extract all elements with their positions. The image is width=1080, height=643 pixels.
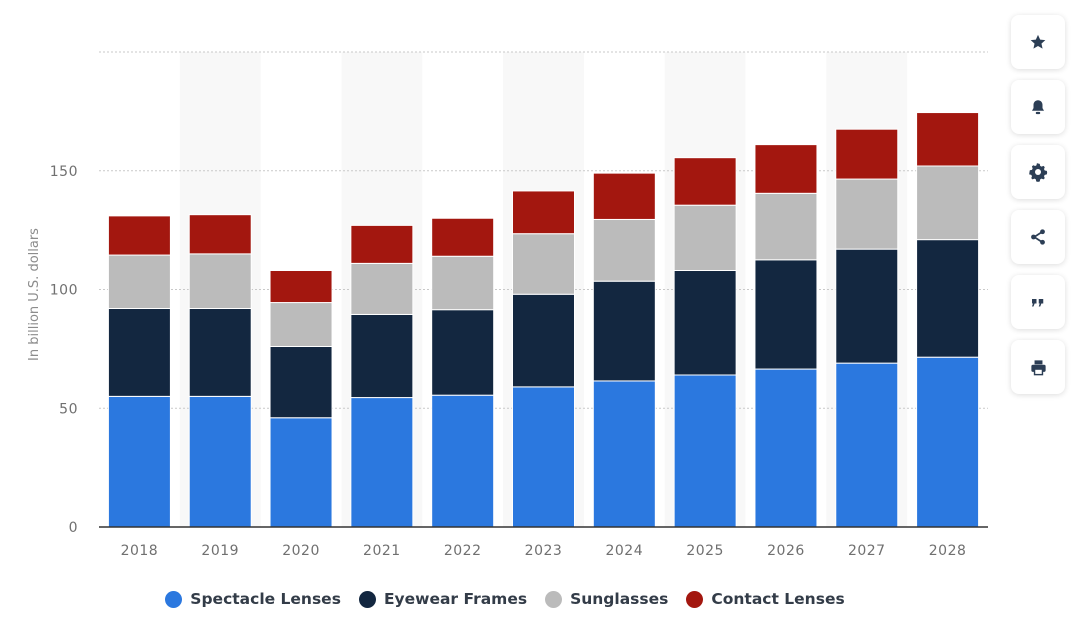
bar-segment-sunglasses[interactable] xyxy=(107,254,171,309)
bar-segment-eyewear-frames[interactable] xyxy=(188,308,252,397)
bar-segment-contact-lenses[interactable] xyxy=(916,112,980,167)
print-icon xyxy=(1030,359,1046,375)
bar-segment-eyewear-frames[interactable] xyxy=(512,293,575,388)
bar-segment-eyewear-frames[interactable] xyxy=(835,248,899,364)
x-tick-label: 2022 xyxy=(444,543,482,559)
bar-segment-eyewear-frames[interactable] xyxy=(269,346,333,419)
y-tick-label: 150 xyxy=(50,164,78,180)
legend-swatch xyxy=(545,590,563,608)
bar-segment-spectacle-lenses[interactable] xyxy=(350,397,414,528)
settings-button[interactable] xyxy=(1011,145,1065,199)
x-tick-label: 2028 xyxy=(929,543,967,559)
y-tick-label: 50 xyxy=(59,401,78,417)
x-tick-label: 2020 xyxy=(282,543,320,559)
x-tick-label: 2018 xyxy=(121,543,159,559)
bar-segment-spectacle-lenses[interactable] xyxy=(835,362,899,528)
bar-segment-contact-lenses[interactable] xyxy=(754,144,818,194)
cite-button[interactable] xyxy=(1011,275,1065,329)
gear-icon xyxy=(1029,163,1048,182)
bar-segment-sunglasses[interactable] xyxy=(592,218,656,282)
quote-icon xyxy=(1032,299,1044,307)
x-tick-label: 2026 xyxy=(767,543,805,559)
bar-segment-contact-lenses[interactable] xyxy=(512,190,575,235)
x-tick-label: 2021 xyxy=(363,543,401,559)
legend-label: Spectacle Lenses xyxy=(190,590,341,608)
legend-swatch xyxy=(358,590,376,608)
bar-segment-sunglasses[interactable] xyxy=(754,192,818,261)
legend-item[interactable]: Sunglasses xyxy=(545,590,668,608)
legend-swatch xyxy=(165,590,183,608)
share-icon xyxy=(1031,229,1045,245)
print-button[interactable] xyxy=(1011,340,1065,394)
star-icon xyxy=(1030,34,1046,49)
bar-segment-sunglasses[interactable] xyxy=(673,204,737,271)
bar-segment-eyewear-frames[interactable] xyxy=(592,280,656,382)
bar-segment-sunglasses[interactable] xyxy=(835,178,899,250)
chart-legend: Spectacle Lenses Eyewear Frames Sunglasses… xyxy=(0,590,1010,608)
bar-segment-spectacle-lenses[interactable] xyxy=(512,386,575,528)
bar-segment-contact-lenses[interactable] xyxy=(188,214,252,255)
legend-item[interactable]: Eyewear Frames xyxy=(358,590,528,608)
y-tick-label: 0 xyxy=(69,520,78,536)
bar-segment-eyewear-frames[interactable] xyxy=(107,308,171,397)
legend-label: Contact Lenses xyxy=(711,590,845,608)
legend-label: Eyewear Frames xyxy=(383,590,528,608)
bar-segment-eyewear-frames[interactable] xyxy=(916,239,980,358)
x-tick-label: 2025 xyxy=(686,543,724,559)
share-button[interactable] xyxy=(1011,210,1065,264)
bell-icon xyxy=(1032,100,1044,115)
favorite-button[interactable] xyxy=(1011,15,1065,69)
legend-item[interactable]: Spectacle Lenses xyxy=(165,590,341,608)
bar-segment-sunglasses[interactable] xyxy=(269,302,333,347)
bar-segment-contact-lenses[interactable] xyxy=(107,215,171,256)
legend-swatch xyxy=(686,590,704,608)
y-axis-title: In billion U.S. dollars xyxy=(27,228,42,361)
x-axis: 2018 2019 2020 2021 2022 2023 2024 2025 2026 2027… xyxy=(99,526,988,559)
bar-segment-contact-lenses[interactable] xyxy=(431,217,495,257)
bar-segment-contact-lenses[interactable] xyxy=(673,157,737,206)
bar-segment-spectacle-lenses[interactable] xyxy=(916,356,980,528)
bar-segment-sunglasses[interactable] xyxy=(350,262,414,315)
bar-segment-spectacle-lenses[interactable] xyxy=(754,368,818,528)
bar-segment-contact-lenses[interactable] xyxy=(835,128,899,180)
x-tick-label: 2027 xyxy=(848,543,886,559)
legend-label: Sunglasses xyxy=(570,590,669,608)
bar-segment-spectacle-lenses[interactable] xyxy=(269,417,333,528)
bar-segment-sunglasses[interactable] xyxy=(431,255,495,311)
bar-segment-spectacle-lenses[interactable] xyxy=(592,380,656,528)
bar-segment-sunglasses[interactable] xyxy=(916,165,980,241)
legend-item[interactable]: Contact Lenses xyxy=(686,590,845,608)
bar-segment-sunglasses[interactable] xyxy=(188,253,252,309)
bar-segment-eyewear-frames[interactable] xyxy=(350,313,414,399)
bar-segment-eyewear-frames[interactable] xyxy=(431,309,495,396)
notification-button[interactable] xyxy=(1011,80,1065,134)
bar-segment-contact-lenses[interactable] xyxy=(269,270,333,304)
bar-segment-contact-lenses[interactable] xyxy=(592,172,656,220)
bar-segment-eyewear-frames[interactable] xyxy=(673,270,737,376)
bar-segment-spectacle-lenses[interactable] xyxy=(673,374,737,528)
y-tick-label: 100 xyxy=(50,283,78,299)
x-tick-label: 2024 xyxy=(605,543,643,559)
bar-segment-sunglasses[interactable] xyxy=(512,233,575,295)
bar-segment-spectacle-lenses[interactable] xyxy=(107,395,171,528)
y-axis: 0 50 100 150 xyxy=(50,164,78,536)
bar-segment-spectacle-lenses[interactable] xyxy=(431,394,495,528)
bar-segment-spectacle-lenses[interactable] xyxy=(188,395,252,528)
bar-segment-contact-lenses[interactable] xyxy=(350,224,414,264)
x-tick-label: 2023 xyxy=(525,543,563,559)
bar-segment-eyewear-frames[interactable] xyxy=(754,259,818,370)
chart-toolbar xyxy=(1011,15,1065,394)
x-tick-label: 2019 xyxy=(201,543,239,559)
bar-segments xyxy=(107,112,980,528)
